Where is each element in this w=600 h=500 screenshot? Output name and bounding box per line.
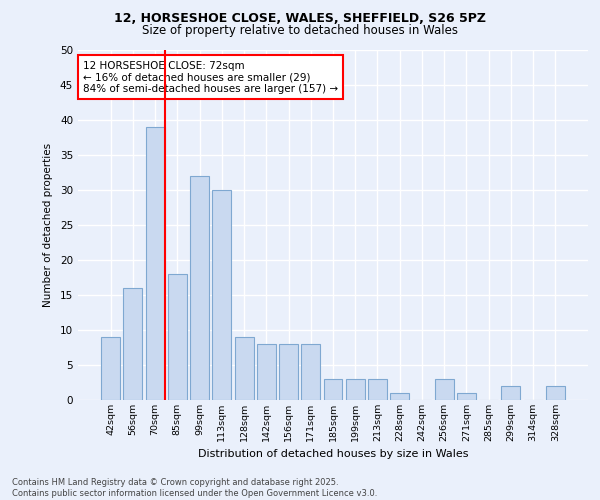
Bar <box>301 344 320 400</box>
Bar <box>546 386 565 400</box>
Bar <box>235 337 254 400</box>
Y-axis label: Number of detached properties: Number of detached properties <box>43 143 53 307</box>
Text: Size of property relative to detached houses in Wales: Size of property relative to detached ho… <box>142 24 458 37</box>
Bar <box>368 379 387 400</box>
Bar <box>323 379 343 400</box>
Bar <box>212 190 231 400</box>
Bar <box>101 337 120 400</box>
Text: Contains HM Land Registry data © Crown copyright and database right 2025.
Contai: Contains HM Land Registry data © Crown c… <box>12 478 377 498</box>
Bar <box>257 344 276 400</box>
Text: 12 HORSESHOE CLOSE: 72sqm
← 16% of detached houses are smaller (29)
84% of semi-: 12 HORSESHOE CLOSE: 72sqm ← 16% of detac… <box>83 60 338 94</box>
Bar <box>168 274 187 400</box>
Bar <box>346 379 365 400</box>
Bar <box>390 393 409 400</box>
Bar <box>146 127 164 400</box>
Bar <box>279 344 298 400</box>
Bar <box>457 393 476 400</box>
X-axis label: Distribution of detached houses by size in Wales: Distribution of detached houses by size … <box>198 450 468 460</box>
Text: 12, HORSESHOE CLOSE, WALES, SHEFFIELD, S26 5PZ: 12, HORSESHOE CLOSE, WALES, SHEFFIELD, S… <box>114 12 486 26</box>
Bar <box>502 386 520 400</box>
Bar <box>435 379 454 400</box>
Bar <box>190 176 209 400</box>
Bar <box>124 288 142 400</box>
